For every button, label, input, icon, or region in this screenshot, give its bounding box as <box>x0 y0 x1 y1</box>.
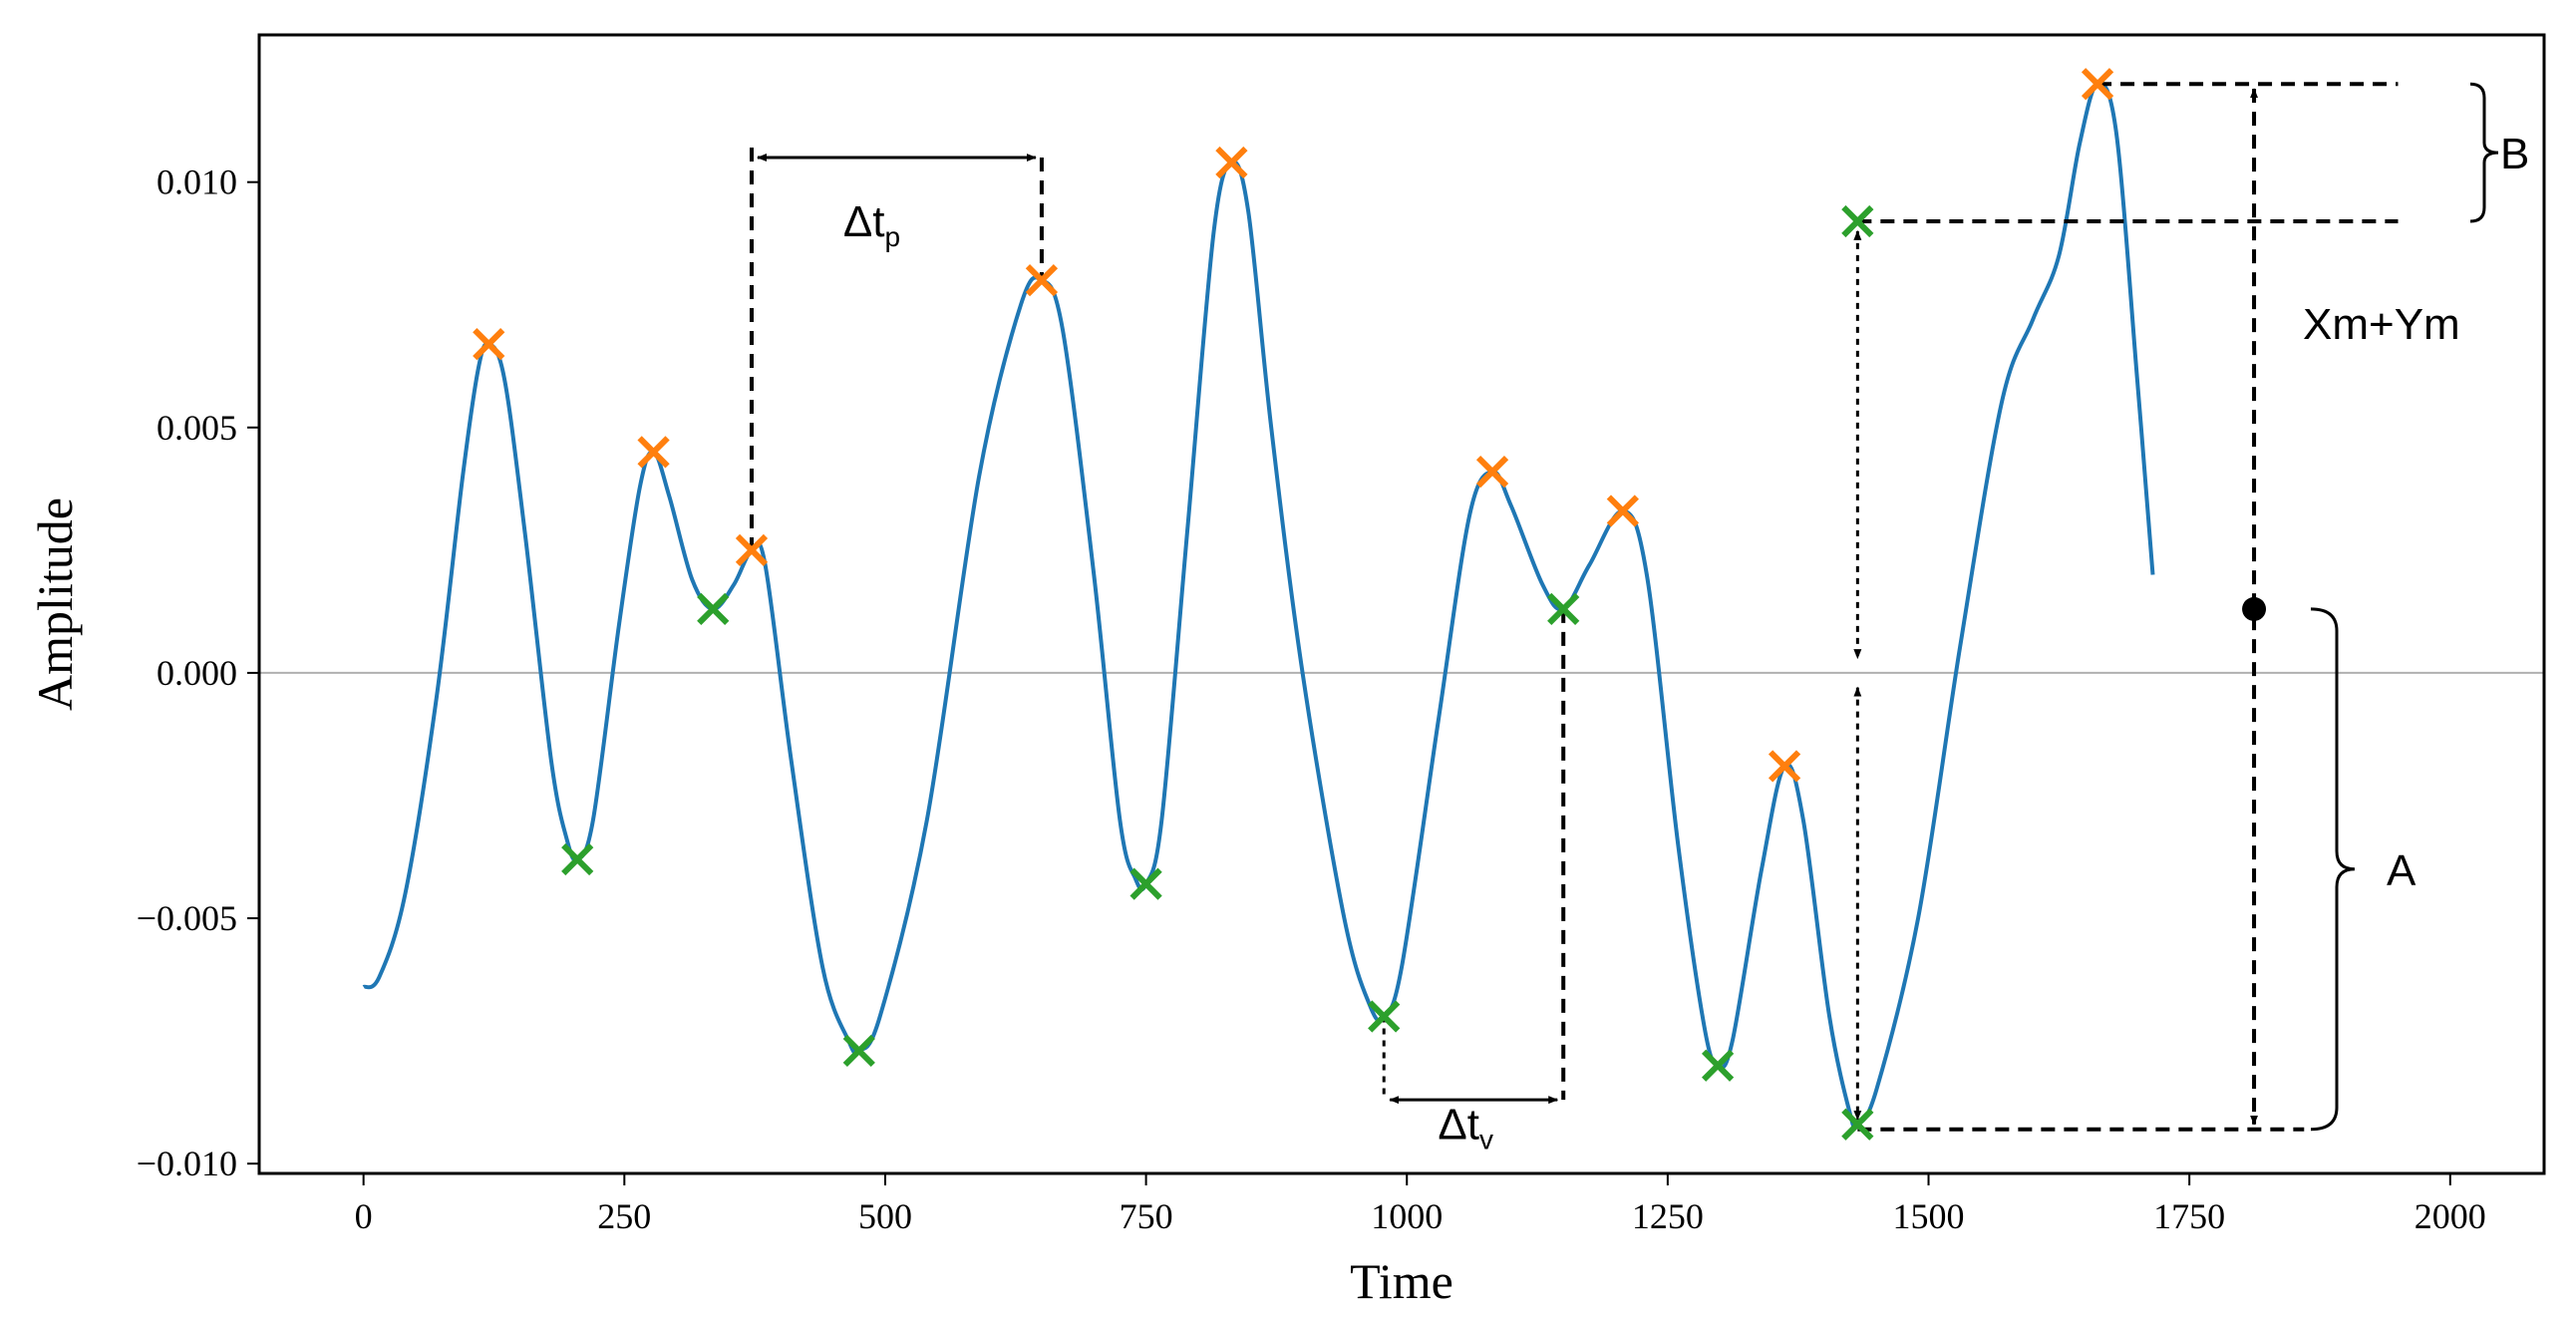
peak-marker <box>2081 68 2114 101</box>
peak-marker-stroke <box>1475 455 1509 489</box>
peak-marker-stroke <box>2081 68 2114 101</box>
peak-marker <box>473 327 505 361</box>
valley-marker-stroke <box>1701 1049 1735 1082</box>
xm-ym-label: Xm+Ym <box>2303 300 2460 349</box>
valley-marker <box>1701 1049 1735 1082</box>
peak-marker-stroke <box>735 533 769 566</box>
valley-marker <box>1841 204 1874 238</box>
annotations: Δtp Δtv Xm+Ym B A <box>749 82 2529 1155</box>
y-tick-label: 0.005 <box>157 408 237 448</box>
peak-marker-stroke <box>1606 495 1639 527</box>
valley-marker <box>561 842 594 876</box>
b-label: B <box>2500 130 2529 178</box>
peak-marker-stroke <box>1768 750 1801 783</box>
valley-marker <box>1368 1000 1401 1033</box>
extrema-markers <box>473 68 2114 1141</box>
y-tick-label: −0.010 <box>137 1144 237 1183</box>
valley-marker <box>1547 592 1580 626</box>
valley-marker <box>1129 867 1162 900</box>
y-tick-label: 0.010 <box>157 163 237 202</box>
series-line <box>362 81 2155 1131</box>
x-axis-label: Time <box>1350 1253 1453 1309</box>
brace-b <box>2469 82 2499 223</box>
valley-marker <box>1841 1108 1874 1141</box>
peak-marker <box>735 533 769 566</box>
valley-marker-stroke <box>1547 592 1580 626</box>
x-tick-label: 1500 <box>1893 1196 1965 1236</box>
valley-marker-stroke <box>697 592 730 626</box>
valley-marker-stroke <box>1129 867 1162 900</box>
x-tick-label: 500 <box>858 1196 912 1236</box>
x-tick-label: 250 <box>597 1196 651 1236</box>
peak-marker <box>1606 495 1639 527</box>
valley-marker-stroke <box>1841 204 1874 238</box>
valley-marker-stroke <box>1841 1108 1874 1141</box>
valley-marker-stroke <box>1368 1000 1401 1033</box>
valley-marker-stroke <box>842 1034 875 1068</box>
axis-ticks: 0 250 500 750 1000 1250 1500 1750 2000 −0.010 −0.0… <box>137 163 2486 1236</box>
peak-marker-stroke <box>637 436 670 469</box>
brace-a <box>2310 607 2356 1132</box>
plot-frame <box>257 33 2546 1175</box>
y-tick-label: −0.005 <box>137 898 237 938</box>
x-tick-label: 1250 <box>1632 1196 1704 1236</box>
valley-marker <box>842 1034 875 1068</box>
x-tick-label: 1750 <box>2153 1196 2225 1236</box>
mean-point <box>2242 596 2267 621</box>
dtv-label: Δtv <box>1438 1101 1493 1155</box>
x-tick-label: 0 <box>355 1196 373 1236</box>
peak-marker-stroke <box>473 327 505 361</box>
y-axis-label: Amplitude <box>27 497 83 711</box>
valley-marker <box>697 592 730 626</box>
peak-marker <box>1025 263 1059 297</box>
peak-marker <box>1215 146 1248 179</box>
valley-marker-stroke <box>561 842 594 876</box>
peak-marker <box>1768 750 1801 783</box>
peak-marker <box>1475 455 1509 489</box>
y-tick-label: 0.000 <box>157 653 237 693</box>
dtp-label: Δtp <box>843 197 900 252</box>
x-tick-label: 750 <box>1120 1196 1173 1236</box>
x-tick-label: 2000 <box>2415 1196 2486 1236</box>
peak-marker <box>637 436 670 469</box>
x-tick-label: 1000 <box>1371 1196 1443 1236</box>
peak-marker-stroke <box>1215 146 1248 179</box>
peak-marker-stroke <box>1025 263 1059 297</box>
a-label: A <box>2387 846 2416 895</box>
